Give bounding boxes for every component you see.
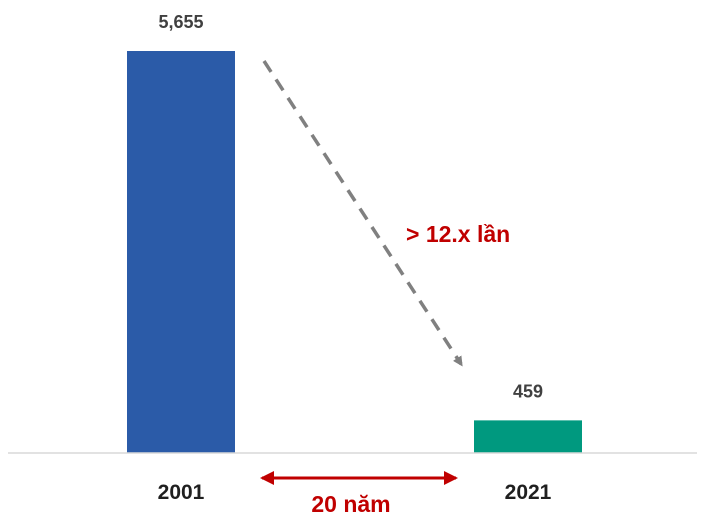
bars-group: [127, 51, 582, 453]
category-label-2021: 2021: [505, 481, 552, 504]
bar-2001: [127, 51, 235, 453]
ratio-annotation: > 12.x lần: [406, 221, 510, 247]
category-labels-group: 2001 2021: [158, 481, 552, 504]
decline-trend-arrow: [262, 60, 463, 367]
value-label-2001: 5,655: [158, 12, 203, 32]
value-label-2021: 459: [513, 381, 543, 401]
value-labels-group: 5,655 459: [158, 12, 543, 401]
period-annotation: 20 năm: [311, 491, 390, 517]
category-label-2001: 2001: [158, 481, 205, 504]
bar-2021: [474, 420, 582, 453]
